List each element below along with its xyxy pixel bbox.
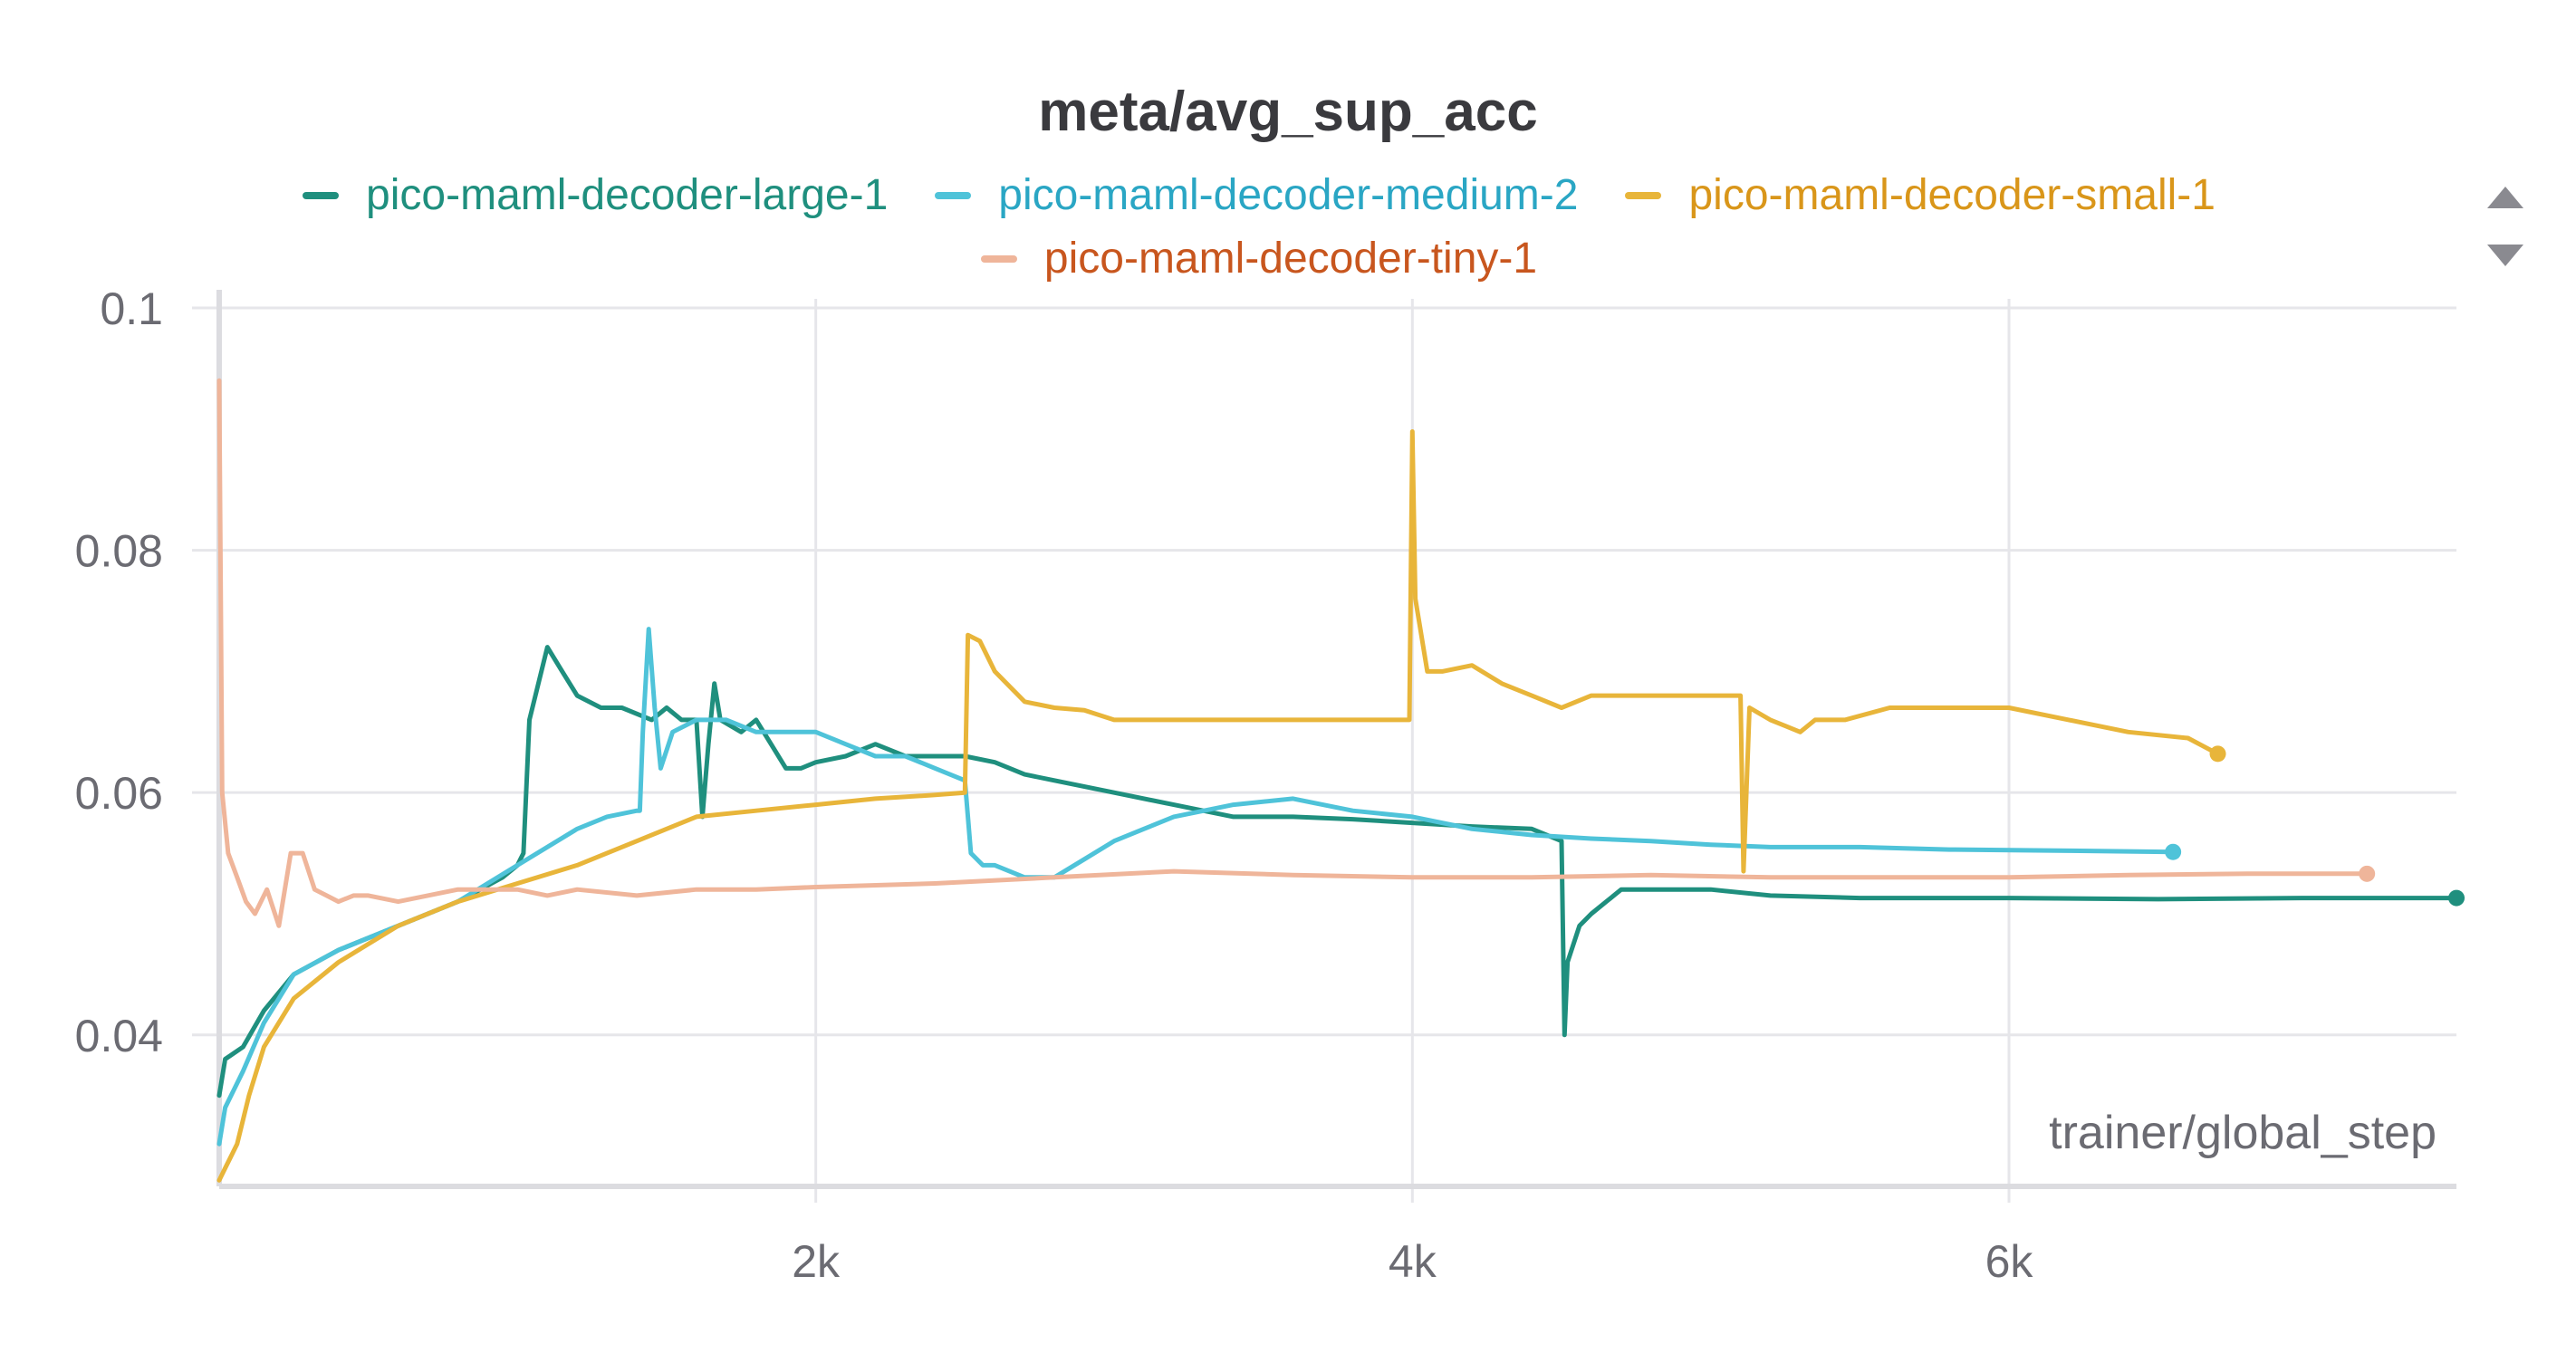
- legend-label: pico-maml-decoder-medium-2: [998, 171, 1579, 219]
- y-tick-label: 0.04: [75, 1011, 163, 1061]
- x-tick-label: 6k: [1985, 1236, 2034, 1287]
- series-line-pico-maml-decoder-large-1: [216, 645, 2459, 1099]
- y-tick-label: 0.1: [100, 283, 163, 334]
- x-axis-label: trainer/global_step: [2049, 1107, 2437, 1159]
- legend-swatch: [1625, 192, 1662, 199]
- series-end-marker-pico-maml-decoder-medium-2: [2165, 843, 2182, 860]
- series-line-pico-maml-decoder-medium-2: [216, 627, 2176, 1147]
- legend-swatch: [303, 192, 340, 199]
- legend-row: pico-maml-decoder-tiny-1: [127, 231, 2391, 287]
- axes: 0.04 0.06 0.08 0.1 2k 4k 6k: [75, 283, 2456, 1287]
- legend-swatch: [935, 192, 972, 199]
- x-tick-label: 2k: [792, 1236, 841, 1287]
- legend-scroll-controls: [2471, 170, 2525, 279]
- legend-item[interactable]: pico-maml-decoder-large-1: [303, 168, 888, 224]
- chart-title: meta/avg_sup_acc: [1038, 81, 1538, 143]
- legend-label: pico-maml-decoder-tiny-1: [1043, 235, 1538, 283]
- scroll-down-icon[interactable]: [2487, 245, 2523, 266]
- legend-item[interactable]: pico-maml-decoder-tiny-1: [980, 231, 1538, 287]
- legend-swatch: [980, 255, 1017, 263]
- legend-label: pico-maml-decoder-large-1: [366, 171, 889, 219]
- y-tick-label: 0.06: [75, 768, 163, 819]
- series-line-pico-maml-decoder-small-1: [216, 429, 2220, 1183]
- x-tick-label: 4k: [1389, 1236, 1437, 1287]
- legend-label: pico-maml-decoder-small-1: [1688, 171, 2216, 219]
- legend-row: pico-maml-decoder-large-1 pico-maml-decod…: [127, 168, 2391, 224]
- series-line-pico-maml-decoder-tiny-1: [216, 378, 2369, 928]
- y-tick-label: 0.08: [75, 526, 163, 577]
- legend: pico-maml-decoder-large-1 pico-maml-decod…: [127, 168, 2391, 294]
- series-end-marker-pico-maml-decoder-large-1: [2448, 889, 2465, 907]
- series-end-marker-pico-maml-decoder-tiny-1: [2359, 865, 2376, 882]
- series-end-marker-pico-maml-decoder-small-1: [2209, 745, 2226, 763]
- legend-item[interactable]: pico-maml-decoder-small-1: [1625, 168, 2216, 224]
- scroll-up-icon[interactable]: [2487, 187, 2523, 208]
- grid-lines: [192, 299, 2456, 1203]
- series-layer: [216, 378, 2465, 1183]
- legend-item[interactable]: pico-maml-decoder-medium-2: [935, 168, 1578, 224]
